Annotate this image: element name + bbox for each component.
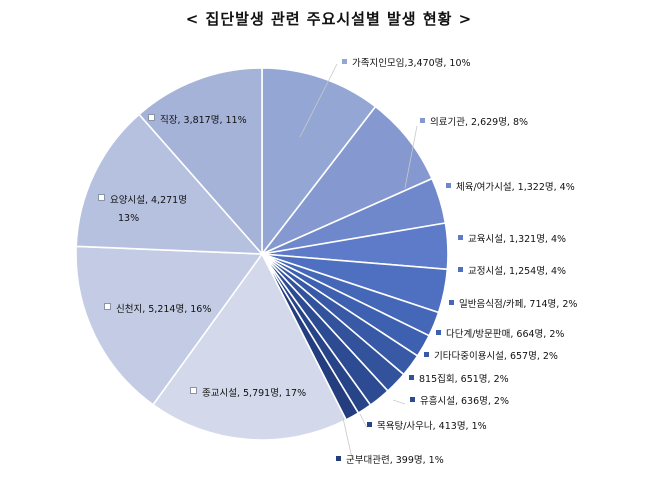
data-label-text: 유흥시설, 636명, 2%	[420, 396, 509, 407]
legend-marker-icon	[449, 300, 454, 305]
leader-line	[342, 417, 353, 459]
data-label-text: 군부대관련, 399명, 1%	[346, 455, 444, 466]
data-label: 교육시설, 1,321명, 4%	[458, 234, 566, 246]
data-label: 교정시설, 1,254명, 4%	[458, 266, 566, 278]
data-label: 의료기관, 2,629명, 8%	[420, 117, 528, 129]
data-label-text: 다단계/방문판매, 664명, 2%	[446, 329, 565, 340]
data-label: 가족지인모임,3,470명, 10%	[342, 58, 471, 70]
leader-line	[392, 399, 406, 405]
pie-slice-15	[137, 67, 263, 257]
data-label: 목욕탕/사우나, 413명, 1%	[367, 421, 487, 433]
data-label-text: 목욕탕/사우나, 413명, 1%	[377, 421, 487, 432]
legend-marker-icon	[98, 194, 105, 201]
pie-slice-13	[75, 245, 264, 406]
data-label-text: 체육/여가시설, 1,322명, 4%	[456, 182, 575, 193]
legend-marker-icon	[409, 375, 414, 380]
data-label-text: 요양시설, 4,271명	[110, 195, 187, 206]
data-label-text: 신천지, 5,214명, 16%	[116, 304, 212, 315]
pie-slices	[75, 67, 449, 441]
data-label-text: 815집회, 651명, 2%	[419, 374, 509, 385]
legend-marker-icon	[458, 235, 463, 240]
legend-marker-icon	[458, 267, 463, 272]
data-label-text: 직장, 3,817명, 11%	[160, 115, 247, 126]
legend-marker-icon	[424, 352, 429, 357]
data-label: 종교시설, 5,791명, 17%	[190, 387, 306, 400]
data-label-text: 기타다중이용시설, 657명, 2%	[434, 351, 558, 362]
data-label: 다단계/방문판매, 664명, 2%	[436, 329, 564, 341]
legend-marker-icon	[336, 456, 341, 461]
data-label: 군부대관련, 399명, 1%	[336, 455, 444, 467]
data-label-text: 교정시설, 1,254명, 4%	[468, 266, 567, 277]
data-label-text: 가족지인모임,3,470명, 10%	[352, 58, 471, 69]
data-label: 기타다중이용시설, 657명, 2%	[424, 351, 558, 363]
data-label: 일반음식점/카페, 714명, 2%	[449, 299, 577, 311]
legend-marker-icon	[148, 114, 155, 121]
data-label: 신천지, 5,214명, 16%	[104, 303, 211, 316]
data-label-text: 의료기관, 2,629명, 8%	[430, 117, 529, 128]
pie-slice-14	[75, 113, 264, 255]
leader-lines	[299, 63, 418, 459]
leader-line	[404, 125, 418, 189]
data-label: 815집회, 651명, 2%	[409, 374, 509, 386]
data-label: 13%	[118, 213, 139, 225]
chart-title: < 집단발생 관련 주요시설별 발생 현황 >	[185, 10, 473, 28]
legend-marker-icon	[420, 118, 425, 123]
pie-slice-1	[261, 105, 434, 255]
data-label-text: 13%	[118, 213, 140, 224]
data-label-text: 교육시설, 1,321명, 4%	[468, 234, 567, 245]
legend-marker-icon	[342, 59, 347, 64]
pie-slice-12	[151, 252, 348, 441]
data-label-text: 종교시설, 5,791명, 17%	[202, 388, 307, 399]
leader-line	[359, 413, 368, 429]
legend-marker-icon	[190, 387, 197, 394]
legend-marker-icon	[367, 422, 372, 427]
data-label: 직장, 3,817명, 11%	[148, 114, 247, 127]
leader-line	[299, 63, 338, 138]
legend-marker-icon	[446, 183, 451, 188]
data-label: 요양시설, 4,271명	[98, 194, 187, 207]
data-label: 유흥시설, 636명, 2%	[410, 396, 509, 408]
pie-slice-0	[261, 67, 377, 257]
legend-marker-icon	[436, 330, 441, 335]
data-label-text: 일반음식점/카페, 714명, 2%	[459, 299, 578, 310]
data-label: 체육/여가시설, 1,322명, 4%	[446, 182, 575, 194]
legend-marker-icon	[410, 397, 415, 402]
legend-marker-icon	[104, 303, 111, 310]
